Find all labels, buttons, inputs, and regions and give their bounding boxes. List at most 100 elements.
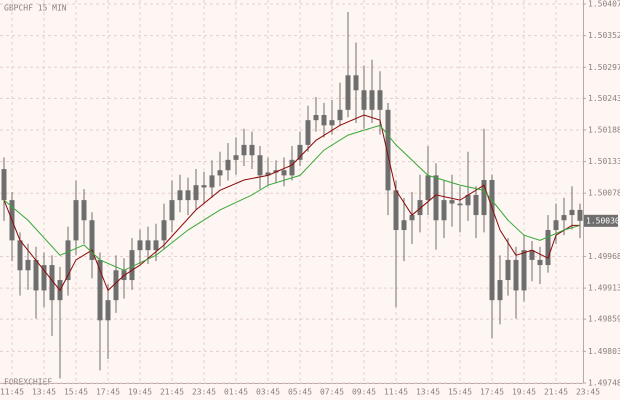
candle-body: [473, 194, 479, 216]
y-tick-label: 1.49748: [588, 379, 620, 388]
candle-body: [169, 200, 175, 221]
candle-body: [417, 200, 423, 216]
candle-body: [489, 179, 495, 301]
candle-body: [17, 240, 23, 271]
candle-body: [233, 155, 239, 160]
y-tick-label: 1.50188: [588, 125, 620, 134]
x-tick-label: 13:45: [416, 388, 440, 397]
candle-body: [97, 259, 103, 321]
candle-body: [217, 170, 223, 176]
candle-body: [33, 259, 39, 291]
candle-body: [209, 175, 215, 188]
candle-body: [201, 185, 207, 188]
candle-body: [441, 200, 447, 221]
candle-body: [129, 250, 135, 281]
y-tick-label: 1.49968: [588, 252, 620, 261]
candle-body: [305, 120, 311, 145]
y-tick-label: 1.50352: [588, 31, 620, 40]
candle-body: [561, 215, 567, 221]
candle-body: [361, 90, 367, 110]
x-tick-label: 03:45: [256, 388, 280, 397]
candle-body: [289, 159, 295, 176]
x-tick-label: 19:45: [128, 388, 152, 397]
candle-body: [449, 200, 455, 204]
candle-body: [409, 215, 415, 221]
candle-body: [529, 250, 535, 260]
candle-body: [433, 175, 439, 221]
y-tick-label: 1.50243: [588, 94, 620, 103]
candle-body: [89, 220, 95, 260]
chart-title: GBPCHF 15 MIN: [4, 4, 67, 13]
candle-body: [393, 190, 399, 231]
x-tick-label: 09:45: [352, 388, 376, 397]
x-tick-label: 17:45: [480, 388, 504, 397]
candle-body: [457, 203, 463, 206]
candle-body: [465, 194, 471, 206]
candle-body: [265, 172, 271, 176]
candle-body: [153, 240, 159, 251]
y-tick-label: 1.50078: [588, 189, 620, 198]
candle-body: [273, 170, 279, 173]
candle-body: [177, 190, 183, 201]
y-tick-label: 1.50407: [588, 0, 620, 9]
x-tick-label: 19:45: [512, 388, 536, 397]
candle-body: [257, 155, 263, 176]
candle-body: [377, 90, 383, 110]
x-tick-label: 23:45: [192, 388, 216, 397]
x-tick-label: 07:45: [320, 388, 344, 397]
candle-body: [41, 265, 47, 291]
x-tick-label: 01:45: [224, 388, 248, 397]
candle-body: [105, 300, 111, 321]
y-tick-label: 1.49803: [588, 347, 620, 356]
last-price-label: 1.50030: [586, 216, 620, 225]
candle-body: [313, 114, 319, 121]
last-price-box: [584, 214, 618, 227]
candle-body: [161, 220, 167, 241]
candle-body: [249, 144, 255, 156]
candle-body: [553, 220, 559, 231]
candle-body: [481, 179, 487, 216]
candle-body: [1, 169, 7, 201]
candle-body: [369, 90, 375, 110]
candle-body: [577, 209, 583, 221]
candle-body: [425, 175, 431, 201]
candle-body: [513, 259, 519, 291]
candle-body: [241, 144, 247, 156]
candle-body: [329, 120, 335, 126]
y-tick-label: 1.50297: [588, 63, 620, 72]
candle-body: [537, 259, 543, 266]
x-tick-label: 21:45: [160, 388, 184, 397]
x-tick-label: 23:45: [576, 388, 600, 397]
candle-body: [25, 259, 31, 271]
candle-body: [65, 240, 71, 281]
candle-body: [73, 200, 79, 241]
x-tick-label: 15:45: [448, 388, 472, 397]
candle-body: [321, 114, 327, 126]
moving-average-line: [3, 124, 581, 271]
candle-body: [521, 250, 527, 291]
candle-body: [497, 280, 503, 301]
candle-body: [193, 185, 199, 201]
moving-average-line: [3, 114, 580, 292]
candle-body: [81, 200, 87, 221]
y-tick-label: 1.49859: [588, 315, 620, 324]
candle-body: [49, 265, 55, 301]
y-tick-label: 1.49913: [588, 284, 620, 293]
candle-body: [385, 109, 391, 191]
candle-body: [297, 144, 303, 160]
x-tick-label: 13:45: [32, 388, 56, 397]
x-tick-label: 05:45: [288, 388, 312, 397]
candle-body: [281, 170, 287, 176]
candle-body: [345, 75, 351, 110]
candle-body: [353, 75, 359, 91]
x-tick-label: 11:45: [384, 388, 408, 397]
candle-body: [145, 240, 151, 251]
candle-body: [569, 209, 575, 216]
candle-body: [137, 240, 143, 251]
candle-body: [185, 190, 191, 201]
candle-body: [225, 159, 231, 171]
x-tick-label: 17:45: [96, 388, 120, 397]
candle-body: [113, 270, 119, 301]
